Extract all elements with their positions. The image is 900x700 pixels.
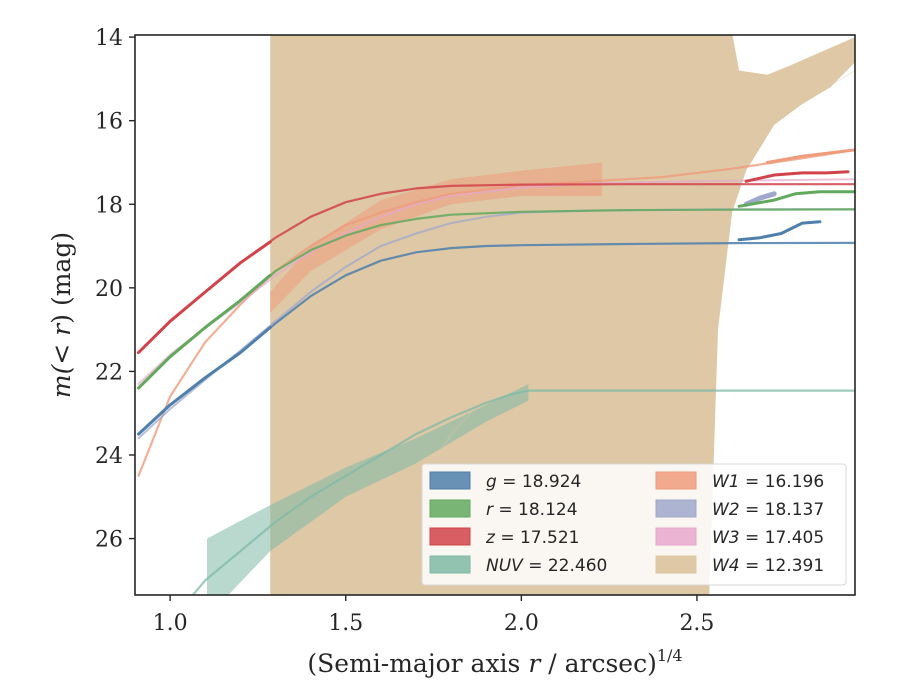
profile-nuv (191, 389, 855, 595)
y-tick-label: 22 (95, 360, 123, 385)
y-tick-label: 16 (95, 110, 123, 135)
legend-band-total: = 18.137 (740, 500, 825, 520)
profile-w1-highlight-1 (765, 148, 855, 164)
legend-band-total: = 17.405 (740, 528, 825, 548)
profile-g-highlight-2 (737, 220, 822, 242)
x-axis-ticks: 1.0 1.5 2.0 2.5 (153, 595, 714, 636)
legend-entry-w2: W2 = 18.137 (712, 500, 824, 520)
legend-band-name: W2 (712, 500, 740, 520)
legend-band-name: z (485, 528, 496, 548)
legend-swatch-w3 (655, 527, 697, 546)
legend-band-total: = 18.924 (497, 472, 582, 492)
legend-entry-nuv: NUV = 22.460 (486, 556, 607, 576)
plot-frame (134, 34, 856, 596)
x-tick-label: 2.5 (679, 611, 714, 636)
legend-swatch-g (429, 471, 471, 490)
profile-w4 (346, 69, 855, 595)
y-axis-title-var: r (47, 322, 76, 336)
y-axis-ticks: 14 16 18 20 22 24 26 (95, 26, 135, 553)
y-axis-title: m(< r) (mag) (47, 232, 76, 398)
x-tick-label: 2.0 (504, 611, 539, 636)
profile-r-highlight-2 (737, 190, 855, 208)
legend-band-name: W3 (712, 528, 740, 548)
legend-band-name: W4 (712, 556, 740, 576)
band-nuv (207, 384, 529, 595)
profile-w1 (137, 148, 855, 477)
legend-swatch-r (429, 499, 471, 518)
legend-band-name: NUV (486, 556, 524, 576)
legend-band-name: r (486, 500, 494, 520)
profile-z-highlight-1 (137, 240, 272, 355)
profile-r-highlight-1 (137, 273, 272, 390)
legend-swatch-w2 (655, 499, 697, 518)
y-tick-label: 20 (95, 277, 123, 302)
legend-band-total: = 22.460 (523, 556, 608, 576)
legend-band-total: = 16.196 (740, 472, 825, 492)
legend-band-name: W1 (712, 472, 740, 492)
legend-entry-w1: W1 = 16.196 (712, 472, 824, 492)
legend-entry-r: r = 18.124 (486, 500, 578, 520)
legend-band-total: = 17.521 (495, 528, 580, 548)
x-axis-title-var: r (528, 649, 542, 678)
x-axis-title-end: / arcsec) (540, 649, 657, 678)
x-axis-title-main: (Semi-major axis (307, 649, 528, 678)
x-axis-title-exponent: 1/4 (657, 646, 683, 665)
legend-band-total: = 12.391 (740, 556, 825, 576)
y-tick-label: 18 (95, 193, 123, 218)
legend-box (421, 463, 847, 586)
legend-swatch-w4 (655, 555, 697, 574)
y-tick-label: 14 (95, 26, 123, 51)
x-tick-label: 1.0 (153, 611, 188, 636)
legend-entry-w4: W4 = 12.391 (712, 556, 824, 576)
x-tick-label: 1.5 (328, 611, 363, 636)
legend-swatch-nuv (429, 555, 471, 574)
legend-entry-z: z = 17.521 (485, 528, 579, 548)
profile-w2-highlight-1 (743, 191, 777, 207)
y-tick-label: 24 (95, 444, 123, 469)
y-axis-title-end: ) (mag) (47, 232, 76, 324)
legend-swatch-z (429, 527, 471, 546)
legend-swatch-w1 (655, 471, 697, 490)
profile-lines (137, 69, 855, 595)
legend-band-total: = 18.124 (493, 500, 578, 520)
legend-band-name: g (486, 472, 497, 492)
profile-g-highlight-1 (137, 326, 272, 436)
legend-entry-g: g = 18.924 (486, 472, 581, 492)
x-axis-title: (Semi-major axis r / arcsec)1/4 (307, 646, 682, 678)
profile-z-highlight-2 (744, 170, 850, 183)
y-tick-label: 26 (95, 528, 123, 553)
legend-entry-w3: W3 = 17.405 (712, 528, 824, 548)
y-axis-title-main: m(< (47, 336, 76, 398)
